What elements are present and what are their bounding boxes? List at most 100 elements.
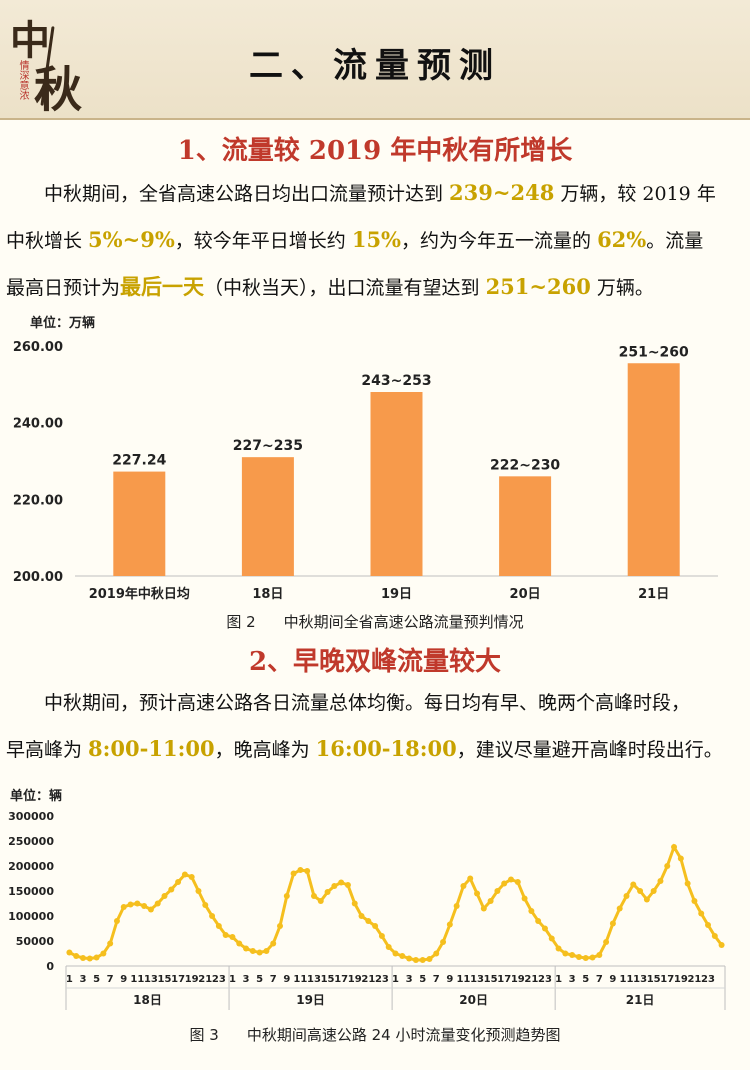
- line-point: [147, 906, 154, 913]
- line-point: [290, 870, 297, 877]
- mid-autumn-logo: 中 秋 情深意浓: [6, 6, 92, 118]
- highlight-peak-flow: 251~260: [485, 274, 591, 299]
- line-ytick-label: 100000: [8, 910, 54, 923]
- text-run: 中秋增长: [6, 230, 89, 252]
- line-ytick-label: 200000: [8, 860, 54, 873]
- line-hour-tick-label: 7: [107, 974, 114, 985]
- text-run: ，较今年平日增长约: [174, 230, 352, 252]
- line-hour-tick-label: 23: [212, 974, 226, 985]
- line-point: [528, 908, 535, 914]
- line-hour-tick-label: 1: [229, 974, 236, 985]
- line-point: [399, 953, 406, 959]
- line-point: [569, 952, 576, 958]
- line-hour-tick-label: 13: [470, 974, 484, 985]
- line-point: [113, 918, 120, 924]
- line-point: [324, 889, 331, 895]
- line-hour-tick-label: 11: [293, 974, 307, 985]
- highlight-morning-peak: 8:00-11:00: [88, 736, 215, 761]
- line-point: [243, 945, 250, 952]
- section1-paragraph: 中秋期间，全省高速公路日均出口流量预计达到 239~248 万辆，较 2019 …: [6, 170, 746, 311]
- line-hour-tick-label: 17: [660, 974, 674, 985]
- line-point: [494, 888, 501, 894]
- line-hour-tick-label: 15: [647, 974, 661, 985]
- section1-heading: 1、流量较 2019 年中秋有所增长: [177, 136, 573, 166]
- line-hour-tick-label: 13: [144, 974, 158, 985]
- line-point: [691, 898, 698, 904]
- line-point: [446, 921, 453, 928]
- line-point: [555, 945, 562, 952]
- line-hour-tick-label: 23: [701, 974, 715, 985]
- line-point: [630, 881, 637, 888]
- bar-category-label: 20日: [510, 587, 541, 602]
- section2-paragraph: 中秋期间，预计高速公路各日流量总体均衡。每日均有早、晚两个高峰时段， 早高峰为 …: [6, 680, 746, 773]
- bar: [241, 457, 294, 576]
- bar-data-label: 243~253: [361, 373, 431, 389]
- logo-char-qiu: 秋: [34, 62, 83, 118]
- line-point: [141, 903, 148, 909]
- page-title: 二、流量预测: [249, 46, 501, 86]
- line-point: [480, 905, 487, 912]
- logo-subtitle: 情深意浓: [17, 60, 28, 100]
- line-hour-tick-label: 13: [633, 974, 647, 985]
- line-hour-tick-label: 9: [609, 974, 616, 985]
- section2-line1: 中秋期间，预计高速公路各日流量总体均衡。每日均有早、晚两个高峰时段，: [6, 680, 746, 726]
- text-run: ，晚高峰为: [214, 739, 316, 761]
- highlight-mayday-ratio: 62%: [597, 227, 647, 252]
- highlight-growth-weekday: 15%: [351, 227, 402, 252]
- bar: [113, 471, 166, 576]
- text-run: 最高日预计为: [6, 277, 121, 299]
- line-ytick-label: 250000: [8, 835, 54, 848]
- line-hour-tick-label: 1: [555, 974, 562, 985]
- line-hour-tick-label: 5: [582, 974, 589, 985]
- text-run: ，建议尽量避开高峰时段出行。: [456, 739, 723, 761]
- line-point: [127, 901, 134, 908]
- line-hour-tick-label: 15: [158, 974, 172, 985]
- line-hour-tick-label: 7: [596, 974, 603, 985]
- line-point: [453, 903, 460, 909]
- text-run: 中秋期间，预计高速公路各日流量总体均衡。每日均有早、晚两个高峰时段，: [44, 692, 691, 714]
- line-hour-tick-label: 9: [446, 974, 453, 985]
- line-day-group-label: 21日: [626, 993, 655, 1007]
- line-hour-tick-label: 11: [130, 974, 144, 985]
- line-hour-tick-label: 19: [511, 974, 525, 985]
- line-point: [562, 950, 569, 957]
- line-point: [711, 933, 718, 939]
- line-hour-tick-label: 7: [270, 974, 277, 985]
- line-point: [623, 893, 630, 899]
- line-hour-tick-label: 5: [93, 974, 100, 985]
- bar-ytick-label: 260.00: [13, 340, 63, 355]
- text-run: （中秋当天），出口流量有望达到: [204, 277, 486, 299]
- line-point: [317, 898, 324, 904]
- line-chart-hourly-flow: 单位：辆 300000 250000 200000 150000 100000 50000…: [8, 788, 726, 1010]
- line-point: [440, 939, 447, 945]
- line-point: [426, 956, 433, 962]
- line-point: [107, 940, 114, 947]
- line-point: [433, 950, 440, 957]
- line-hour-tick-label: 7: [433, 974, 440, 985]
- line-point: [684, 880, 691, 887]
- line-point: [120, 904, 127, 910]
- line-hour-tick-label: 19: [674, 974, 688, 985]
- line-point: [419, 957, 426, 963]
- line-point: [501, 880, 508, 887]
- line-point: [637, 888, 644, 894]
- line-point: [236, 940, 243, 947]
- line-point: [589, 954, 596, 961]
- line-hour-tick-label: 1: [392, 974, 399, 985]
- line-point: [263, 948, 270, 954]
- line-point: [603, 939, 610, 945]
- line-point: [297, 867, 304, 873]
- line-point: [310, 893, 317, 899]
- line-hour-tick-label: 15: [321, 974, 335, 985]
- text-run: 万辆。: [590, 277, 654, 299]
- line-point: [378, 933, 385, 939]
- line-point: [467, 875, 474, 882]
- line-point: [331, 883, 338, 889]
- line-point: [650, 888, 657, 894]
- line-hour-tick-label: 1: [66, 974, 73, 985]
- line-point: [582, 955, 589, 961]
- line-point: [548, 935, 555, 942]
- line-point: [79, 955, 86, 961]
- line-hour-tick-label: 9: [283, 974, 290, 985]
- bar: [499, 476, 552, 576]
